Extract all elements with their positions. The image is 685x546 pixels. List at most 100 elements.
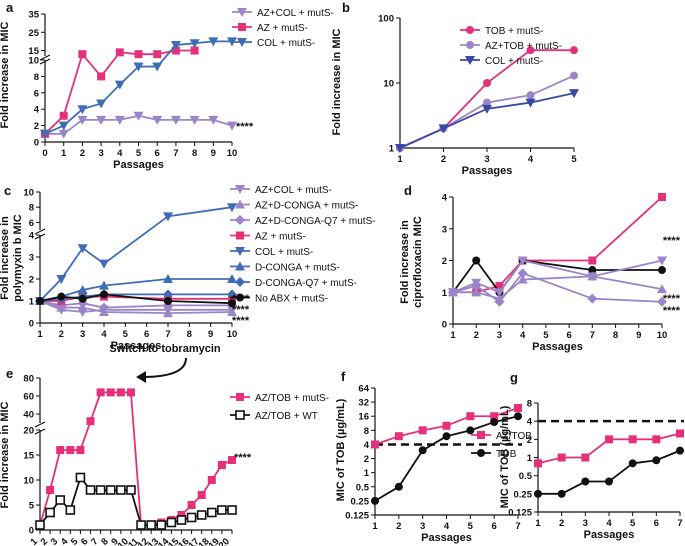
- y-axis-label: MIC of TOB (µg/mL): [499, 405, 511, 508]
- data-point: [45, 507, 55, 518]
- x-tick-label: 4: [528, 154, 534, 165]
- x-tick-label: 8: [99, 536, 111, 546]
- legend-marker: [237, 38, 247, 47]
- data-point: [490, 412, 499, 421]
- legend-label: D-CONGA-Q7 + mutS-: [255, 278, 357, 289]
- data-point: [114, 115, 125, 125]
- legend-label: COL + mutS-: [257, 38, 315, 49]
- data-point: [77, 115, 88, 125]
- data-point: [196, 510, 207, 520]
- data-point: [116, 485, 126, 495]
- data-point: [394, 432, 403, 441]
- data-point: [133, 111, 144, 121]
- data-point: [227, 203, 237, 213]
- y-tick-label: 8: [29, 203, 34, 214]
- data-point: [156, 520, 167, 530]
- x-tick-label: 11: [126, 536, 141, 546]
- data-point: [418, 446, 427, 455]
- data-point: [227, 307, 237, 316]
- data-point: [471, 287, 482, 297]
- data-point: [628, 435, 637, 444]
- y-tick-label: 3: [442, 224, 447, 235]
- data-point: [517, 268, 528, 279]
- data-point: [208, 37, 219, 47]
- data-point: [526, 91, 535, 100]
- x-tick-label: 5: [468, 521, 474, 532]
- data-point: [99, 302, 109, 313]
- data-point: [652, 435, 661, 444]
- y-tick-label: 80: [23, 374, 34, 385]
- y-tick-label: 10: [23, 188, 34, 199]
- y-tick-label: 35: [28, 10, 39, 21]
- y-tick-label: 2: [442, 256, 447, 267]
- x-tick-label: 6: [79, 536, 91, 546]
- y-tick-label: 10: [23, 476, 34, 487]
- series-f-0: AZ/TOB: [371, 403, 532, 449]
- data-point: [197, 491, 206, 499]
- y-tick-label: 0.125: [508, 508, 532, 519]
- x-tick-label: 6: [155, 148, 160, 159]
- y-tick-label: 6: [29, 218, 34, 229]
- y-tick-label: 10: [383, 79, 394, 90]
- legend-label: AZ+COL + mutS-: [257, 8, 334, 19]
- legend-marker: [235, 410, 245, 420]
- data-point: [133, 62, 144, 72]
- legend-label: TOB + mutS-: [485, 26, 543, 37]
- x-tick-label: 7: [590, 330, 595, 341]
- series-g-0: [534, 429, 684, 468]
- data-point: [227, 505, 237, 515]
- data-point: [115, 48, 124, 57]
- data-point: [605, 477, 613, 486]
- data-point: [208, 115, 219, 125]
- data-point: [164, 297, 172, 305]
- data-point: [227, 121, 237, 131]
- x-tick-label: 7: [173, 148, 178, 159]
- data-point: [676, 446, 684, 455]
- data-point: [557, 453, 566, 462]
- data-point: [569, 89, 579, 99]
- y-axis-label: Fold increase in MIC: [0, 21, 11, 128]
- data-point: [65, 505, 76, 515]
- x-tick-label: 3: [98, 148, 103, 159]
- legend-marker: [235, 277, 245, 287]
- data-point: [97, 72, 106, 81]
- y-axis-label: Fold increase in MIC: [331, 28, 343, 135]
- panel-label-g: g: [510, 370, 518, 385]
- data-point: [171, 46, 180, 55]
- data-point: [628, 459, 637, 468]
- data-point: [58, 129, 69, 139]
- data-point: [176, 515, 187, 525]
- significance-marker: ****: [232, 304, 250, 316]
- legend-label: AZ/TOB: [496, 431, 532, 442]
- legend-marker: [236, 393, 244, 401]
- series-line: [452, 259, 663, 294]
- x-tick-label: 19: [207, 536, 222, 546]
- data-point: [77, 244, 88, 254]
- y-tick-label: 15: [28, 46, 39, 57]
- legend-marker: [477, 449, 485, 457]
- data-point: [514, 403, 522, 412]
- y-tick-label: 4: [34, 105, 40, 116]
- data-point: [587, 271, 598, 281]
- data-point: [96, 99, 107, 109]
- legend-label: AZ + mutS-: [257, 23, 308, 34]
- data-point: [207, 476, 216, 484]
- data-point: [134, 50, 143, 59]
- data-point: [96, 115, 107, 125]
- series-c-7: No ABX + mutS-: [36, 290, 328, 308]
- x-tick-label: 5: [630, 518, 636, 529]
- y-axis-label: ciprofloxacin MIC: [412, 216, 424, 308]
- data-point: [657, 284, 667, 294]
- y-tick-label: 15: [23, 451, 34, 462]
- significance-marker: ****: [232, 315, 250, 327]
- data-point: [100, 290, 108, 299]
- legend-label: TOB: [496, 449, 517, 460]
- x-tick-label: 4: [444, 521, 450, 532]
- data-point: [57, 292, 66, 301]
- x-tick-label: 12: [136, 536, 151, 546]
- x-tick-label: 10: [657, 330, 668, 341]
- x-tick-label: 18: [197, 536, 212, 546]
- x-tick-label: 7: [89, 536, 101, 546]
- data-point: [170, 41, 181, 51]
